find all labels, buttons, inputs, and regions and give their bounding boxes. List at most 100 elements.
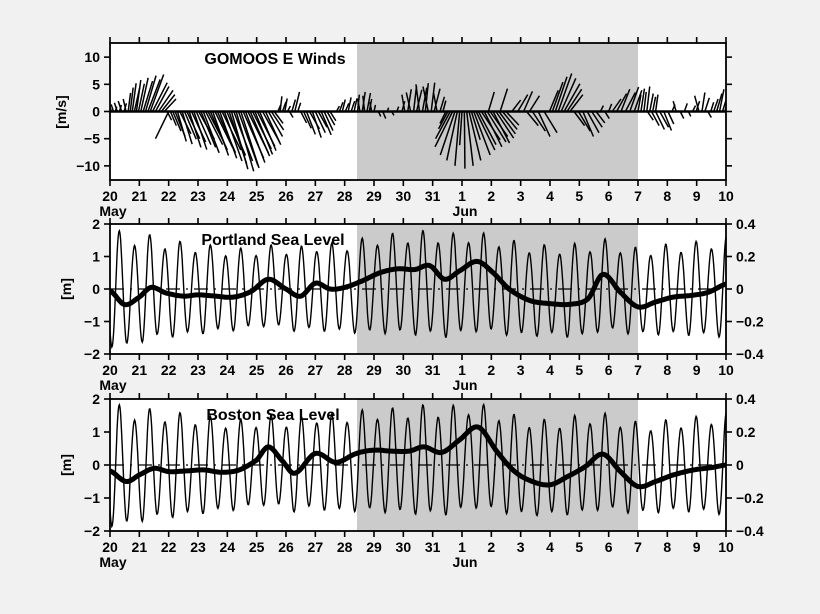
wind-stick <box>169 111 177 126</box>
wind-stick <box>305 111 317 135</box>
wind-stick <box>223 111 243 162</box>
wind-stick <box>127 92 132 112</box>
wind-stick <box>344 103 350 112</box>
x-tick-label: 9 <box>693 188 701 204</box>
y-tick-label: 1 <box>92 424 100 440</box>
x-tick-label: 28 <box>337 539 353 555</box>
month-label: May <box>99 203 126 219</box>
wind-stick <box>566 88 583 112</box>
tide-line <box>110 402 726 529</box>
x-tick-label: 2 <box>487 188 495 204</box>
wind-stick <box>193 111 208 150</box>
wind-stick <box>286 105 292 112</box>
wind-stick <box>434 111 454 148</box>
x-tick-label: 25 <box>249 362 265 378</box>
wind-stick <box>599 105 605 112</box>
x-tick-label: 30 <box>396 539 412 555</box>
wind-stick <box>659 111 670 128</box>
wind-stick <box>131 83 137 112</box>
x-tick-label: 6 <box>605 539 613 555</box>
right-y-tick-label: 0.4 <box>736 216 756 232</box>
month-label: Jun <box>453 377 478 393</box>
wind-stick <box>181 111 193 145</box>
wind-stick <box>654 94 659 112</box>
x-tick-label: 1 <box>458 188 466 204</box>
wind-stick <box>643 91 647 112</box>
wind-stick <box>204 111 224 146</box>
wind-stick <box>433 88 441 112</box>
wind-stick <box>604 111 610 119</box>
wind-stick <box>406 89 412 112</box>
wind-stick <box>326 111 336 126</box>
wind-stick <box>110 104 115 112</box>
x-tick-label: 25 <box>249 539 265 555</box>
wind-stick <box>607 103 613 112</box>
tide-line <box>110 228 726 350</box>
wind-stick <box>557 73 573 112</box>
x-tick-label: 2 <box>487 539 495 555</box>
x-tick-label: 4 <box>546 188 554 204</box>
x-tick-label: 3 <box>517 188 525 204</box>
x-tick-label: 10 <box>718 539 734 555</box>
wind-stick <box>611 98 622 112</box>
right-y-tick-label: 0.4 <box>736 391 756 407</box>
wind-stick <box>113 102 119 112</box>
x-tick-label: 21 <box>132 362 148 378</box>
month-label: May <box>99 377 126 393</box>
right-y-tick-label: −0.4 <box>736 346 764 362</box>
wind-stick <box>468 111 482 161</box>
wind-stick <box>712 98 719 112</box>
wind-stick <box>560 78 577 112</box>
wind-stick <box>135 79 142 112</box>
right-y-tick-label: −0.2 <box>736 490 764 506</box>
wind-stick <box>369 102 373 112</box>
x-tick-label: 2 <box>487 362 495 378</box>
wind-stick <box>270 111 285 131</box>
wind-stick <box>311 111 322 138</box>
x-tick-label: 23 <box>190 362 206 378</box>
wind-stick <box>498 111 516 135</box>
x-tick-label: 26 <box>278 188 294 204</box>
wind-stick <box>297 102 302 112</box>
wind-stick <box>353 98 358 112</box>
wind-stick <box>543 111 558 134</box>
x-tick-label: 7 <box>634 539 642 555</box>
wind-stick <box>284 98 288 112</box>
wind-stick <box>176 111 187 142</box>
wind-stick <box>291 99 297 112</box>
wind-stick <box>577 111 591 132</box>
wind-stick <box>147 79 161 112</box>
wind-stick <box>356 98 361 112</box>
wind-stick <box>142 80 154 112</box>
y-tick-label: 0 <box>92 457 100 473</box>
wind-stick <box>288 111 294 118</box>
x-tick-label: 24 <box>220 362 236 378</box>
x-tick-label: 22 <box>161 188 177 204</box>
wind-stick <box>401 94 406 112</box>
wind-stick <box>140 77 149 112</box>
wind-stick <box>320 111 332 136</box>
wind-stick <box>483 111 503 148</box>
x-tick-label: 30 <box>396 362 412 378</box>
wind-stick <box>651 96 657 112</box>
wind-stick <box>154 111 170 140</box>
wind-stick <box>386 107 390 112</box>
wind-stick <box>486 111 507 143</box>
x-tick-label: 20 <box>102 188 118 204</box>
x-tick-label: 5 <box>575 539 583 555</box>
y-tick-label: −2 <box>84 346 100 362</box>
wind-stick <box>390 111 395 116</box>
wind-stick <box>499 88 509 112</box>
data-layer <box>110 228 726 350</box>
wind-stick <box>473 111 491 156</box>
wind-stick <box>637 94 642 112</box>
wind-stick <box>335 105 341 112</box>
wind-stick <box>458 111 463 146</box>
x-tick-label: 29 <box>366 539 382 555</box>
x-tick-label: 26 <box>278 539 294 555</box>
wind-stick <box>528 95 541 112</box>
wind-stick <box>299 111 308 124</box>
wind-stick <box>569 94 584 112</box>
